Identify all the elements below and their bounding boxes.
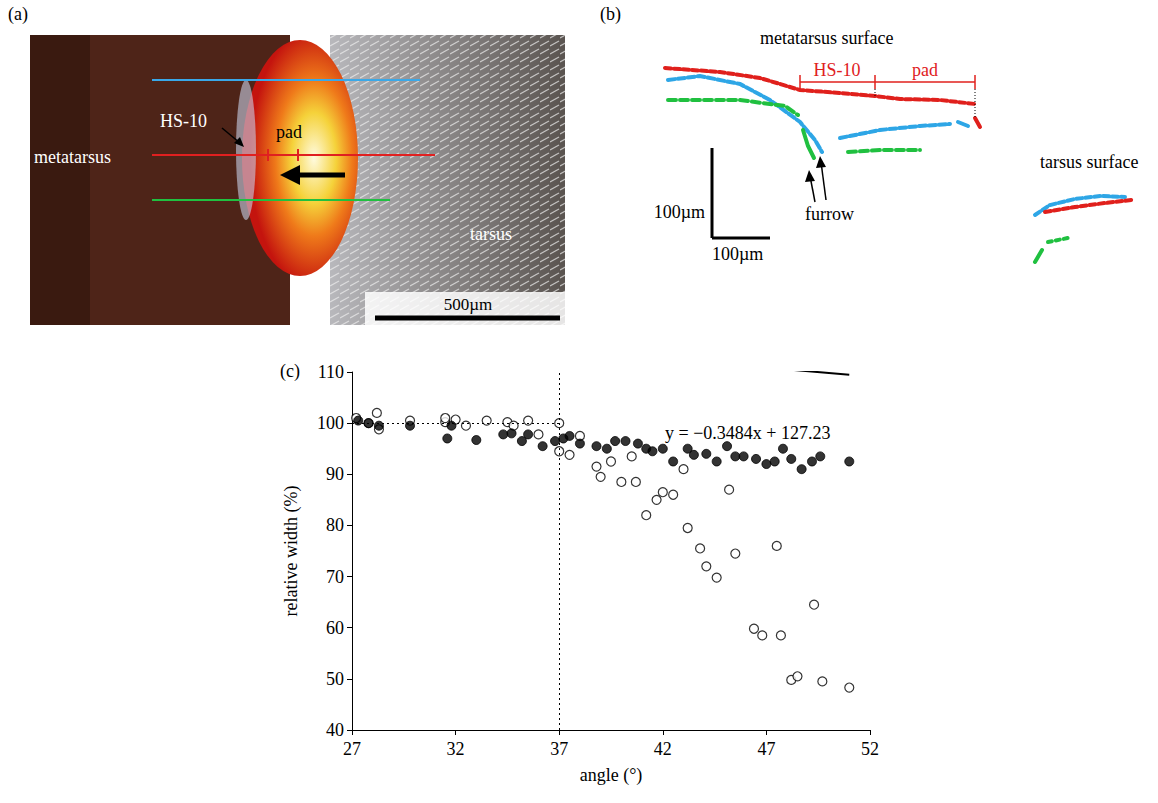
svg-text:furrow: furrow <box>805 204 854 224</box>
svg-text:50: 50 <box>326 669 344 689</box>
svg-text:HS-10: HS-10 <box>160 111 207 131</box>
svg-text:(c): (c) <box>280 361 300 382</box>
svg-text:80: 80 <box>326 515 344 535</box>
svg-text:100µm: 100µm <box>712 244 763 264</box>
svg-text:HS-10: HS-10 <box>813 60 860 80</box>
svg-text:100µm: 100µm <box>654 202 705 222</box>
svg-text:60: 60 <box>326 618 344 638</box>
svg-text:(b): (b) <box>600 4 621 25</box>
svg-text:27: 27 <box>343 739 361 759</box>
svg-text:pad: pad <box>912 60 938 80</box>
svg-text:y = −0.3484x + 127.23: y = −0.3484x + 127.23 <box>665 423 830 443</box>
svg-text:100: 100 <box>317 413 344 433</box>
svg-text:tarsus: tarsus <box>470 224 512 244</box>
svg-text:42: 42 <box>654 739 672 759</box>
svg-text:500µm: 500µm <box>444 295 493 314</box>
svg-text:metatarsus: metatarsus <box>34 147 111 167</box>
svg-text:(a): (a) <box>8 4 28 25</box>
svg-text:metatarsus surface: metatarsus surface <box>760 28 893 48</box>
svg-text:tarsus surface: tarsus surface <box>1040 152 1138 172</box>
svg-text:110: 110 <box>318 362 344 382</box>
svg-text:52: 52 <box>861 739 879 759</box>
svg-text:relative width (%): relative width (%) <box>281 486 302 617</box>
svg-text:angle (°): angle (°) <box>580 765 643 786</box>
svg-text:pad: pad <box>276 122 302 142</box>
svg-text:32: 32 <box>447 739 465 759</box>
svg-text:40: 40 <box>326 720 344 740</box>
svg-text:47: 47 <box>757 739 775 759</box>
svg-text:90: 90 <box>326 464 344 484</box>
svg-text:70: 70 <box>326 567 344 587</box>
svg-text:37: 37 <box>550 739 568 759</box>
